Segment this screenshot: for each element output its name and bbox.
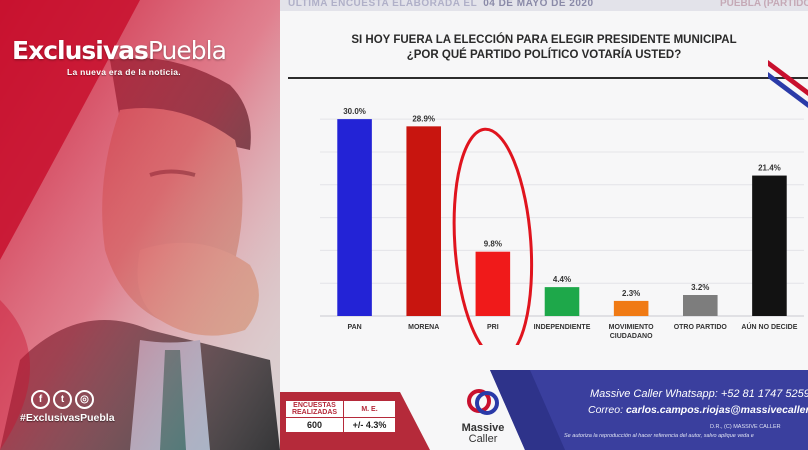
top-strip (280, 0, 808, 11)
email-value: carlos.campos.riojas@massivecaller.com (625, 404, 808, 416)
bar-value-label: 9.8% (484, 240, 502, 249)
email-label: Correo: (588, 404, 624, 416)
category-label: CIUDADANO (610, 333, 653, 340)
margin-error-header: M. E. (343, 400, 396, 418)
contact-email: Correo: carlos.campos.riojas@massivecall… (588, 404, 808, 416)
speech-bubble-icon (467, 389, 499, 415)
bar-value-label: 2.3% (622, 289, 640, 298)
category-label: PAN (347, 324, 361, 331)
survey-question: SI HOY FUERA LA ELECCIÓN PARA ELEGIR PRE… (280, 33, 808, 63)
category-label: OTRO PARTIDO (674, 324, 728, 331)
survey-graphic: ÚLTIMA ENCUESTA ELABORADA EL 04 DE MAYO D… (280, 0, 808, 450)
question-line-1: SI HOY FUERA LA ELECCIÓN PARA ELEGIR PRE… (351, 34, 737, 46)
facebook-icon[interactable]: f (31, 390, 50, 409)
massive-caller-logo: Massive Caller (453, 388, 513, 445)
portrait-photo (0, 0, 280, 450)
corner-decoration (768, 60, 808, 108)
bar-value-label: 30.0% (343, 107, 366, 116)
survey-date-label: ÚLTIMA ENCUESTA ELABORADA EL (288, 0, 478, 9)
question-line-2: ¿POR QUÉ PARTIDO POLÍTICO VOTARÍA USTED? (406, 49, 682, 61)
bar-a-n-no-decide (752, 175, 787, 316)
brand-name-bold: Exclusivas (12, 36, 149, 65)
category-label: MORENA (408, 324, 439, 331)
survey-date: 04 DE MAYO DE 2020 (483, 0, 594, 9)
bar-value-label: 28.9% (412, 114, 435, 123)
question-divider (288, 77, 808, 79)
survey-stats-table: ENCUESTAS REALIZADAS M. E. 600 +/- 4.3% (285, 400, 396, 433)
bar-value-label: 3.2% (691, 283, 709, 292)
bar-independiente (544, 287, 580, 316)
logo-text-line-2: Caller (468, 433, 498, 445)
category-label: MOVIMIENTO (609, 324, 655, 331)
bar-morena (406, 126, 441, 316)
category-label: AÚN NO DECIDE (741, 322, 797, 331)
bar-chart: 30.0% PAN 28.9% MORENA 9.8% PRI 4.4% INDEPENDIE… (320, 107, 804, 345)
branding-panel: ExclusivasPuebla La nueva era de la noti… (0, 0, 280, 450)
brand-hashtag: #ExclusivasPuebla (20, 412, 115, 424)
whatsapp-number: +52 81 1747 5259 (720, 388, 808, 400)
survey-footer: ENCUESTAS REALIZADAS M. E. 600 +/- 4.3% … (280, 370, 808, 450)
bar-value-label: 4.4% (553, 275, 571, 284)
margin-error-value: +/- 4.3% (343, 417, 396, 433)
copyright-text: D.R., (C) MASSIVE CALLER (710, 424, 781, 430)
disclaimer-text: Se autoriza la reproducción al hacer ref… (564, 433, 754, 439)
surveys-header: ENCUESTAS REALIZADAS (285, 400, 344, 418)
bar-otro-partido (683, 295, 718, 316)
category-label: INDEPENDIENTE (534, 324, 591, 331)
highlight-circle (452, 127, 534, 345)
bar-pri (475, 251, 511, 316)
twitter-icon[interactable]: t (53, 390, 72, 409)
bar-movimiento-ciudadano (613, 300, 649, 316)
brand-tagline: La nueva era de la noticia. (67, 67, 181, 77)
category-label: PRI (487, 324, 499, 331)
bar-value-label: 21.4% (758, 164, 781, 173)
social-icons: f t ◎ (31, 390, 94, 409)
brand-logo: ExclusivasPuebla (12, 36, 227, 65)
brand-name-thin: Puebla (147, 36, 227, 65)
survey-date-banner: ÚLTIMA ENCUESTA ELABORADA EL 04 DE MAYO D… (288, 0, 594, 9)
contact-whatsapp: Massive Caller Whatsapp: +52 81 1747 525… (590, 388, 808, 400)
whatsapp-label: Massive Caller Whatsapp: (590, 388, 718, 400)
logo-text-line-1: Massive (461, 422, 505, 434)
instagram-icon[interactable]: ◎ (75, 390, 94, 409)
surveys-value: 600 (285, 417, 344, 433)
bar-pan (337, 119, 372, 316)
